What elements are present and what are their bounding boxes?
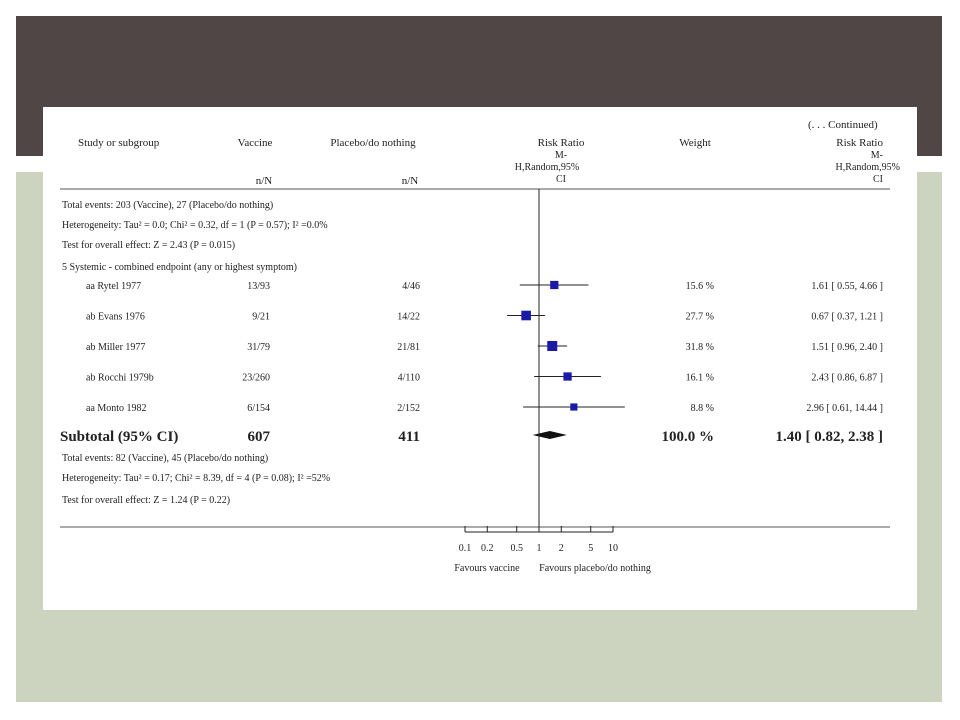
study-risk-ratio: 1.51 [ 0.96, 2.40 ] (811, 342, 883, 353)
axis-tick-label: 10 (608, 543, 618, 554)
subtotal-risk-ratio: 1.40 [ 0.82, 2.38 ] (776, 429, 884, 445)
effect-marker (550, 280, 559, 290)
axis-tick-label: 0.1 (459, 543, 472, 554)
vaccine-count: 9/21 (252, 312, 270, 323)
study-weight: 16.1 % (686, 373, 714, 384)
axis-tick-label: 2 (559, 543, 564, 554)
continued-label: (. . . Continued) (808, 119, 878, 131)
vaccine-count: 6/154 (247, 403, 270, 414)
heterogeneity-note-2: Heterogeneity: Tau² = 0.17; Chi² = 8.39,… (62, 473, 330, 484)
forest-plot-panel: (. . . Continued) Study or subgroup Vacc… (43, 107, 917, 610)
header-risk-ratio-2-ci: CI (873, 174, 883, 185)
study-weight: 31.8 % (686, 342, 714, 353)
header-weight: Weight (679, 137, 711, 149)
header-placebo-nn: n/N (402, 175, 419, 187)
effect-marker (563, 372, 572, 381)
subtotal-weight: 100.0 % (662, 429, 715, 445)
axis-tick-label: 0.2 (481, 543, 494, 554)
header-risk-ratio-method: H,Random,95% (515, 162, 579, 173)
effect-marker (547, 341, 558, 351)
study-row: ab Rocchi 1979b 23/260 4/110 16.1 % 2.43 [ 0… (86, 372, 883, 384)
overall-effect-note-2: Test for overall effect: Z = 1.24 (P = 0… (62, 495, 230, 506)
pooled-diamond (532, 431, 567, 439)
axis-tick-label: 1 (537, 543, 542, 554)
header-risk-ratio-2-method: M- (871, 150, 883, 161)
study-rows: aa Rytel 1977 13/93 4/46 15.6 % 1.61 [ 0.55,… (86, 280, 883, 414)
study-row: aa Monto 1982 6/154 2/152 8.8 % 2.96 [ 0.61,… (86, 403, 883, 414)
placebo-count: 21/81 (397, 342, 420, 353)
study-risk-ratio: 2.96 [ 0.61, 14.44 ] (806, 403, 883, 414)
x-axis: 0.1 0.2 0.5 1 2 5 10 (459, 526, 618, 554)
study-row: aa Rytel 1977 13/93 4/46 15.6 % 1.61 [ 0.55,… (86, 280, 883, 292)
subtotal-vaccine-total: 607 (248, 429, 271, 445)
study-weight: 8.8 % (691, 403, 714, 414)
study-name: aa Rytel 1977 (86, 281, 141, 292)
header-vaccine-nn: n/N (256, 175, 273, 187)
header-risk-ratio-2: Risk Ratio (836, 137, 883, 149)
subtotal-placebo-total: 411 (398, 429, 420, 445)
study-risk-ratio: 1.61 [ 0.55, 4.66 ] (811, 281, 883, 292)
total-events-note-2: Total events: 82 (Vaccine), 45 (Placebo/… (62, 453, 268, 464)
axis-tick-label: 5 (588, 543, 593, 554)
placebo-count: 2/152 (397, 403, 420, 414)
total-events-note: Total events: 203 (Vaccine), 27 (Placebo… (62, 200, 273, 211)
header-risk-ratio-ci: CI (556, 174, 566, 185)
favours-vaccine-label: Favours vaccine (454, 563, 520, 574)
effect-marker (521, 310, 531, 321)
header-risk-ratio-2-method: H,Random,95% (836, 162, 900, 173)
study-risk-ratio: 0.67 [ 0.37, 1.21 ] (811, 312, 883, 323)
study-weight: 27.7 % (686, 312, 714, 323)
header-risk-ratio-method: M- (555, 150, 567, 161)
placebo-count: 14/22 (397, 312, 420, 323)
header-placebo: Placebo/do nothing (330, 137, 416, 149)
study-name: ab Evans 1976 (86, 312, 145, 323)
favours-placebo-label: Favours placebo/do nothing (539, 563, 651, 574)
study-name: aa Monto 1982 (86, 403, 147, 414)
study-row: ab Miller 1977 31/79 21/81 31.8 % 1.51 [ 0.9… (86, 341, 883, 353)
section-title: 5 Systemic - combined endpoint (any or h… (62, 262, 297, 273)
study-name: ab Rocchi 1979b (86, 373, 154, 384)
vaccine-count: 13/93 (247, 281, 270, 292)
placebo-count: 4/46 (402, 281, 420, 292)
effect-marker (570, 403, 578, 411)
overall-effect-note: Test for overall effect: Z = 2.43 (P = 0… (62, 240, 235, 251)
header-study: Study or subgroup (78, 137, 160, 149)
header-vaccine: Vaccine (238, 137, 273, 149)
header-risk-ratio: Risk Ratio (538, 137, 585, 149)
study-risk-ratio: 2.43 [ 0.86, 6.87 ] (811, 373, 883, 384)
vaccine-count: 31/79 (247, 342, 270, 353)
study-weight: 15.6 % (686, 281, 714, 292)
placebo-count: 4/110 (398, 373, 420, 384)
forest-plot: (. . . Continued) Study or subgroup Vacc… (60, 119, 900, 574)
study-row: ab Evans 1976 9/21 14/22 27.7 % 0.67 [ 0.37,… (86, 310, 883, 323)
vaccine-count: 23/260 (242, 373, 270, 384)
axis-tick-label: 0.5 (510, 543, 522, 554)
heterogeneity-note: Heterogeneity: Tau² = 0.0; Chi² = 0.32, … (62, 220, 328, 231)
subtotal-label: Subtotal (95% CI) (60, 429, 178, 445)
study-name: ab Miller 1977 (86, 342, 145, 353)
